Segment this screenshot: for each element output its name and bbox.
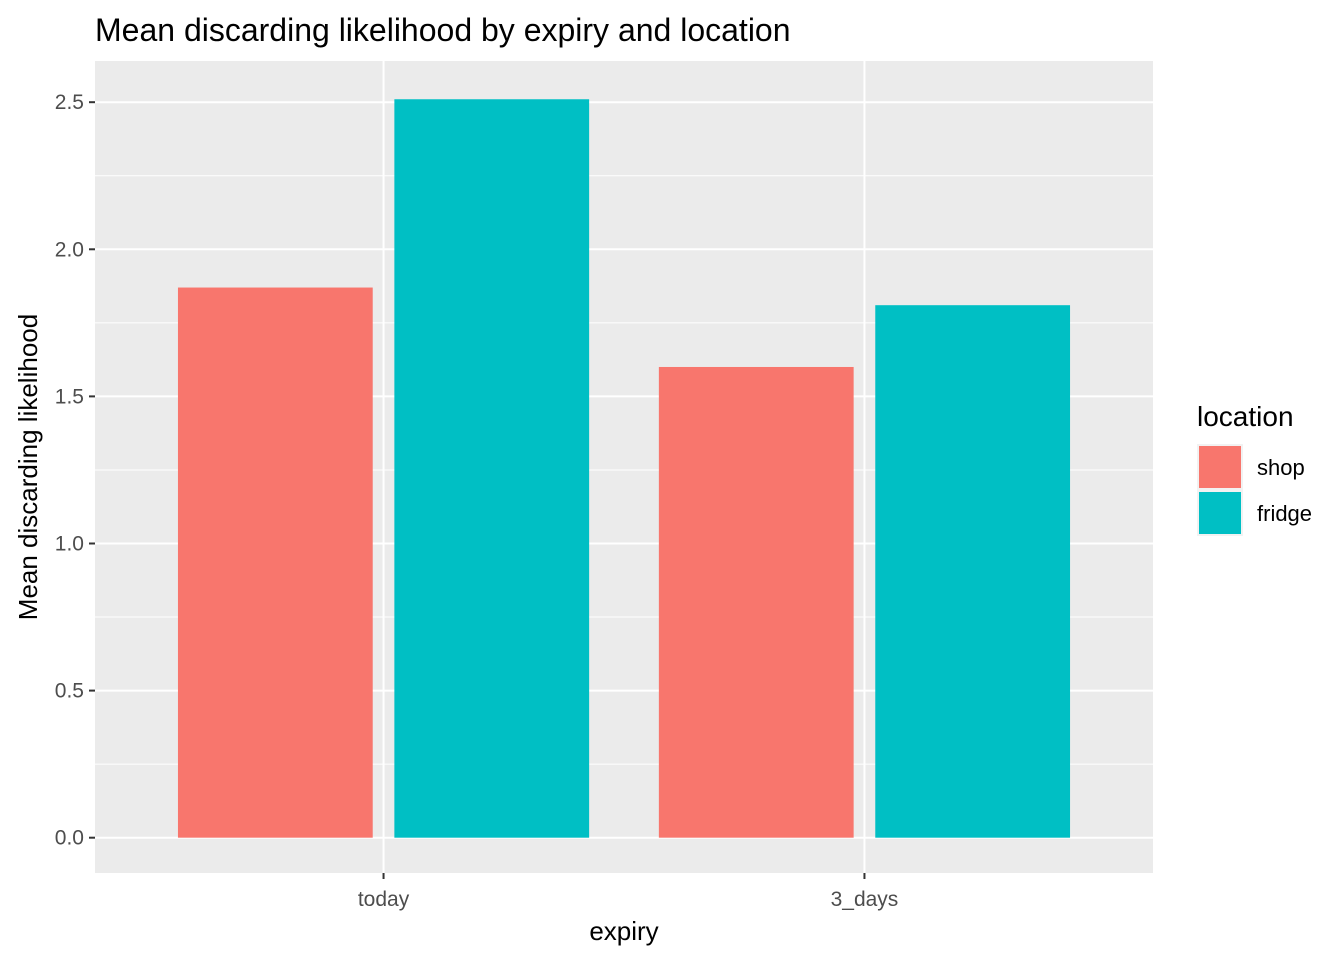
legend-title: location (1197, 401, 1294, 432)
y-tick-label: 2.0 (55, 238, 84, 261)
y-tick-label: 0.5 (55, 680, 84, 703)
y-axis: 0.0 0.5 1.0 1.5 2.0 2.5 (55, 91, 95, 850)
bars (177, 99, 1071, 838)
legend: location shop fridge (1197, 401, 1312, 536)
legend-label-shop: shop (1257, 455, 1305, 480)
x-axis: today 3_days (358, 873, 898, 911)
y-tick-label: 1.5 (55, 385, 84, 408)
x-tick-label: today (358, 888, 410, 911)
bar-fridge-3_days (875, 305, 1071, 838)
chart-title: Mean discarding likelihood by expiry and… (95, 12, 791, 48)
legend-key-fridge (1199, 492, 1241, 534)
y-tick-label: 1.0 (55, 532, 84, 555)
y-tick-label: 0.0 (55, 827, 84, 850)
bar-fridge-today (394, 99, 590, 838)
y-tick-label: 2.5 (55, 91, 84, 114)
legend-key-shop (1199, 446, 1241, 488)
bar-shop-3_days (658, 366, 854, 838)
y-axis-title: Mean discarding likelihood (13, 314, 43, 620)
x-axis-title: expiry (589, 916, 658, 946)
bar-shop-today (177, 287, 373, 838)
x-tick-label: 3_days (831, 888, 899, 911)
legend-label-fridge: fridge (1257, 501, 1312, 526)
